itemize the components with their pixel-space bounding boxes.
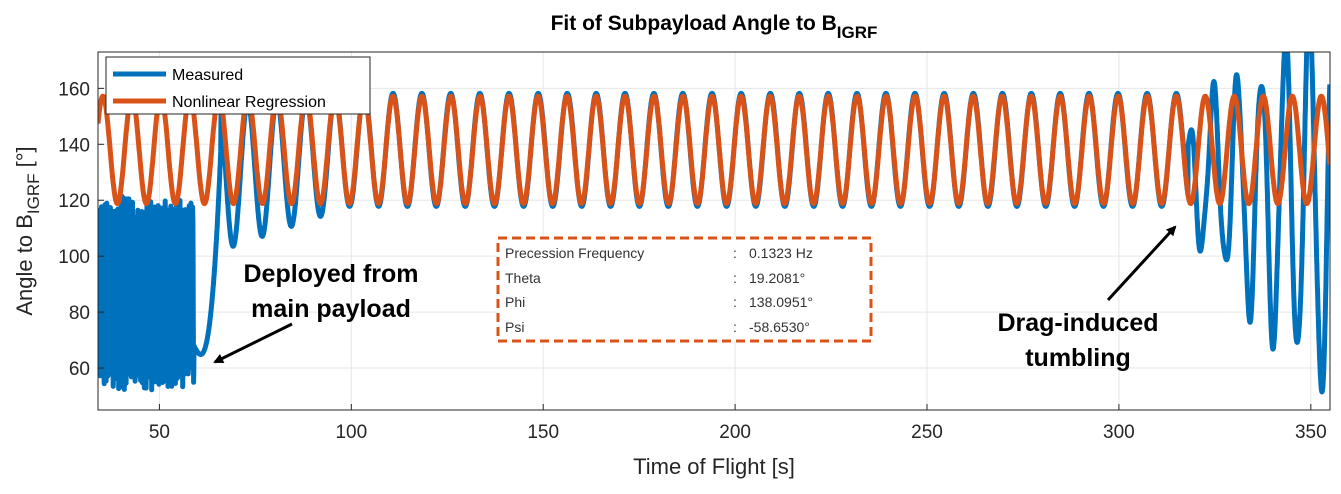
annotation-deployed-line2: main payload [251,295,411,323]
info-sep-phi: : [733,294,737,310]
info-value-phi: 138.0951° [749,294,813,310]
info-label-psi: Psi [505,319,524,335]
x-tick-label: 50 [149,422,170,443]
y-tick-label: 120 [58,191,90,212]
info-sep-frequency: : [733,245,737,261]
legend-label-regression: Nonlinear Regression [172,94,326,111]
info-value-theta: 19.2081° [749,270,805,286]
axes-box [97,51,1331,411]
info-label-frequency: Precession Frequency [505,245,644,261]
info-label-theta: Theta [505,270,541,286]
annotation-tumbling-arrow [1106,225,1177,302]
x-tick-label: 150 [527,422,559,443]
legend: Measured Nonlinear Regression [105,56,371,115]
legend-box [105,56,371,115]
annotation-deployed-line1: Deployed from [243,260,418,288]
info-box: Precession Frequency : 0.1323 Hz Theta :… [496,236,873,343]
x-tick-label: 350 [1295,422,1327,443]
x-tick-label: 100 [335,422,367,443]
y-tick-label: 60 [69,359,90,380]
info-value-frequency: 0.1323 Hz [749,245,813,261]
x-axis-label: Time of Flight [s] [633,454,795,479]
chart-title: Fit of Subpayload Angle to BIGRF [551,12,878,42]
annotation-deployed: Deployed from main payload [213,260,419,364]
info-sep-theta: : [733,270,737,286]
x-axis-ticks: 50 100 150 200 250 300 350 [149,404,1327,443]
info-label-phi: Phi [505,294,525,310]
x-tick-label: 300 [1103,422,1135,443]
y-tick-label: 80 [69,303,90,324]
y-tick-label: 100 [58,247,90,268]
y-tick-label: 140 [58,135,90,156]
y-axis-label: Angle to BIGRF [°] [12,146,43,315]
y-tick-label: 160 [58,79,90,100]
x-tick-label: 200 [719,422,751,443]
annotation-tumbling: Drag-induced tumbling [997,225,1177,372]
info-box-border [496,236,873,343]
info-sep-psi: : [733,319,737,335]
annotation-deployed-arrow [213,322,293,364]
annotation-tumbling-line1: Drag-induced [997,309,1158,337]
x-tick-label: 250 [911,422,943,443]
annotation-tumbling-line2: tumbling [1025,344,1131,372]
info-value-psi: -58.6530° [749,319,810,335]
legend-label-measured: Measured [172,67,243,84]
y-axis-ticks: 60 80 100 120 140 160 [58,79,104,380]
